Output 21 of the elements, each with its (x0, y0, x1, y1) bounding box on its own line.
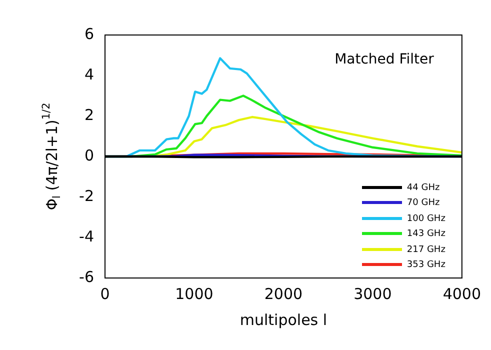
y-axis-title: Φl (4π/2l+1)1/2 (40, 102, 64, 210)
y-tick-label: 6 (84, 24, 94, 43)
y-tick-label: 2 (84, 106, 94, 124)
legend-label: 70 GHz (406, 198, 440, 208)
legend-label: 143 GHz (406, 228, 446, 239)
x-tick-label: 1000 (175, 284, 214, 303)
x-axis-title: multipoles l (240, 310, 328, 329)
annotation: Matched Filter (334, 52, 434, 68)
y-tick-label: -6 (79, 268, 94, 286)
legend-label: 100 GHz (406, 214, 446, 224)
x-tick-label: 2000 (264, 284, 303, 303)
y-tick-label: -2 (79, 186, 94, 205)
x-tick-label: 3000 (354, 284, 392, 303)
y-tick-label: -4 (79, 227, 94, 246)
x-tick-label: 0 (100, 284, 110, 303)
legend-label: 353 GHz (406, 260, 446, 270)
legend-label: 44 GHz (406, 182, 440, 193)
y-tick-label: 0 (84, 146, 94, 164)
legend-label: 217 GHz (406, 244, 446, 255)
x-tick-label: 4000 (442, 284, 482, 303)
y-tick-label: 4 (84, 65, 94, 84)
